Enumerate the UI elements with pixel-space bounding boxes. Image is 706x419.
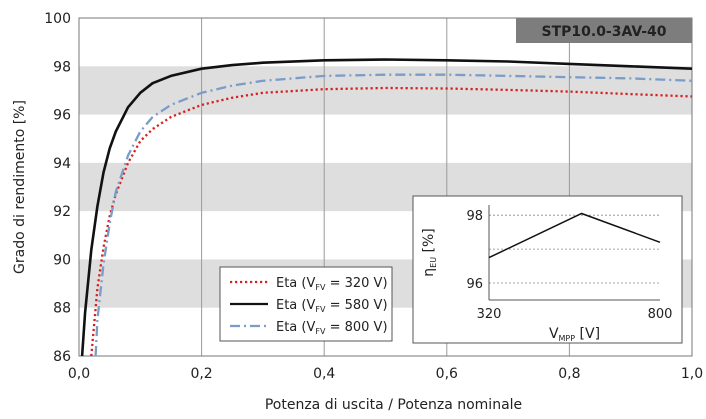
y-tick-label: 100 — [44, 11, 71, 27]
legend: Eta (VFV = 320 V) Eta (VFV = 580 V) Eta (V… — [219, 266, 393, 342]
grid-band — [79, 66, 692, 115]
y-tick-label: 92 — [53, 204, 71, 220]
model-badge: STP10.0-3AV-40 — [516, 18, 692, 43]
y-tick-label: 86 — [53, 349, 71, 365]
inset-box — [412, 195, 683, 344]
y-tick-label: 94 — [53, 156, 71, 172]
x-tick-label: 1,0 — [681, 366, 703, 382]
y-tick-label: 90 — [53, 252, 71, 268]
x-tick-labels: 0,0 0,2 0,4 0,6 0,8 1,0 — [68, 366, 703, 382]
legend-entry-1: Eta (VFV = 580 V) — [276, 298, 388, 314]
legend-entry-0: Eta (VFV = 320 V) — [276, 276, 388, 292]
series-line-1 — [80, 58, 692, 356]
x-axis-label: Potenza di uscita / Potenza nominale — [265, 397, 522, 413]
inset-x-tick-label: 800 — [648, 307, 673, 322]
inset-x-tick-label: 320 — [477, 307, 502, 322]
inset-y-tick-label: 96 — [466, 277, 483, 292]
inset-chart: 96 98 320 800 VMPP [V] ηEU [%] — [412, 195, 683, 344]
x-tick-label: 0,6 — [436, 366, 458, 382]
x-tick-label: 0,8 — [558, 366, 580, 382]
x-tick-label: 0,0 — [68, 366, 90, 382]
series-line-2 — [94, 73, 692, 356]
legend-entry-2: Eta (VFV = 800 V) — [276, 320, 388, 336]
series-layer — [80, 58, 692, 356]
inset-x-axis-label: VMPP [V] — [549, 326, 600, 343]
inset-y-tick-label: 98 — [466, 209, 483, 224]
x-tick-label: 0,4 — [313, 366, 335, 382]
y-axis-label: Grado di rendimento [%] — [12, 100, 28, 274]
x-tick-label: 0,2 — [190, 366, 212, 382]
y-tick-label: 96 — [53, 108, 71, 124]
plot-frame — [78, 17, 693, 357]
model-badge-background — [516, 18, 692, 43]
y-tick-labels: 86 88 90 92 94 96 98 100 — [44, 11, 71, 365]
series-line-0 — [90, 86, 692, 356]
inset-y-axis-label: ηEU [%] — [421, 228, 438, 276]
y-tick-label: 88 — [53, 301, 71, 317]
model-badge-label: STP10.0-3AV-40 — [542, 24, 667, 40]
inset-series-line — [488, 212, 661, 259]
y-tick-label: 98 — [53, 59, 71, 75]
